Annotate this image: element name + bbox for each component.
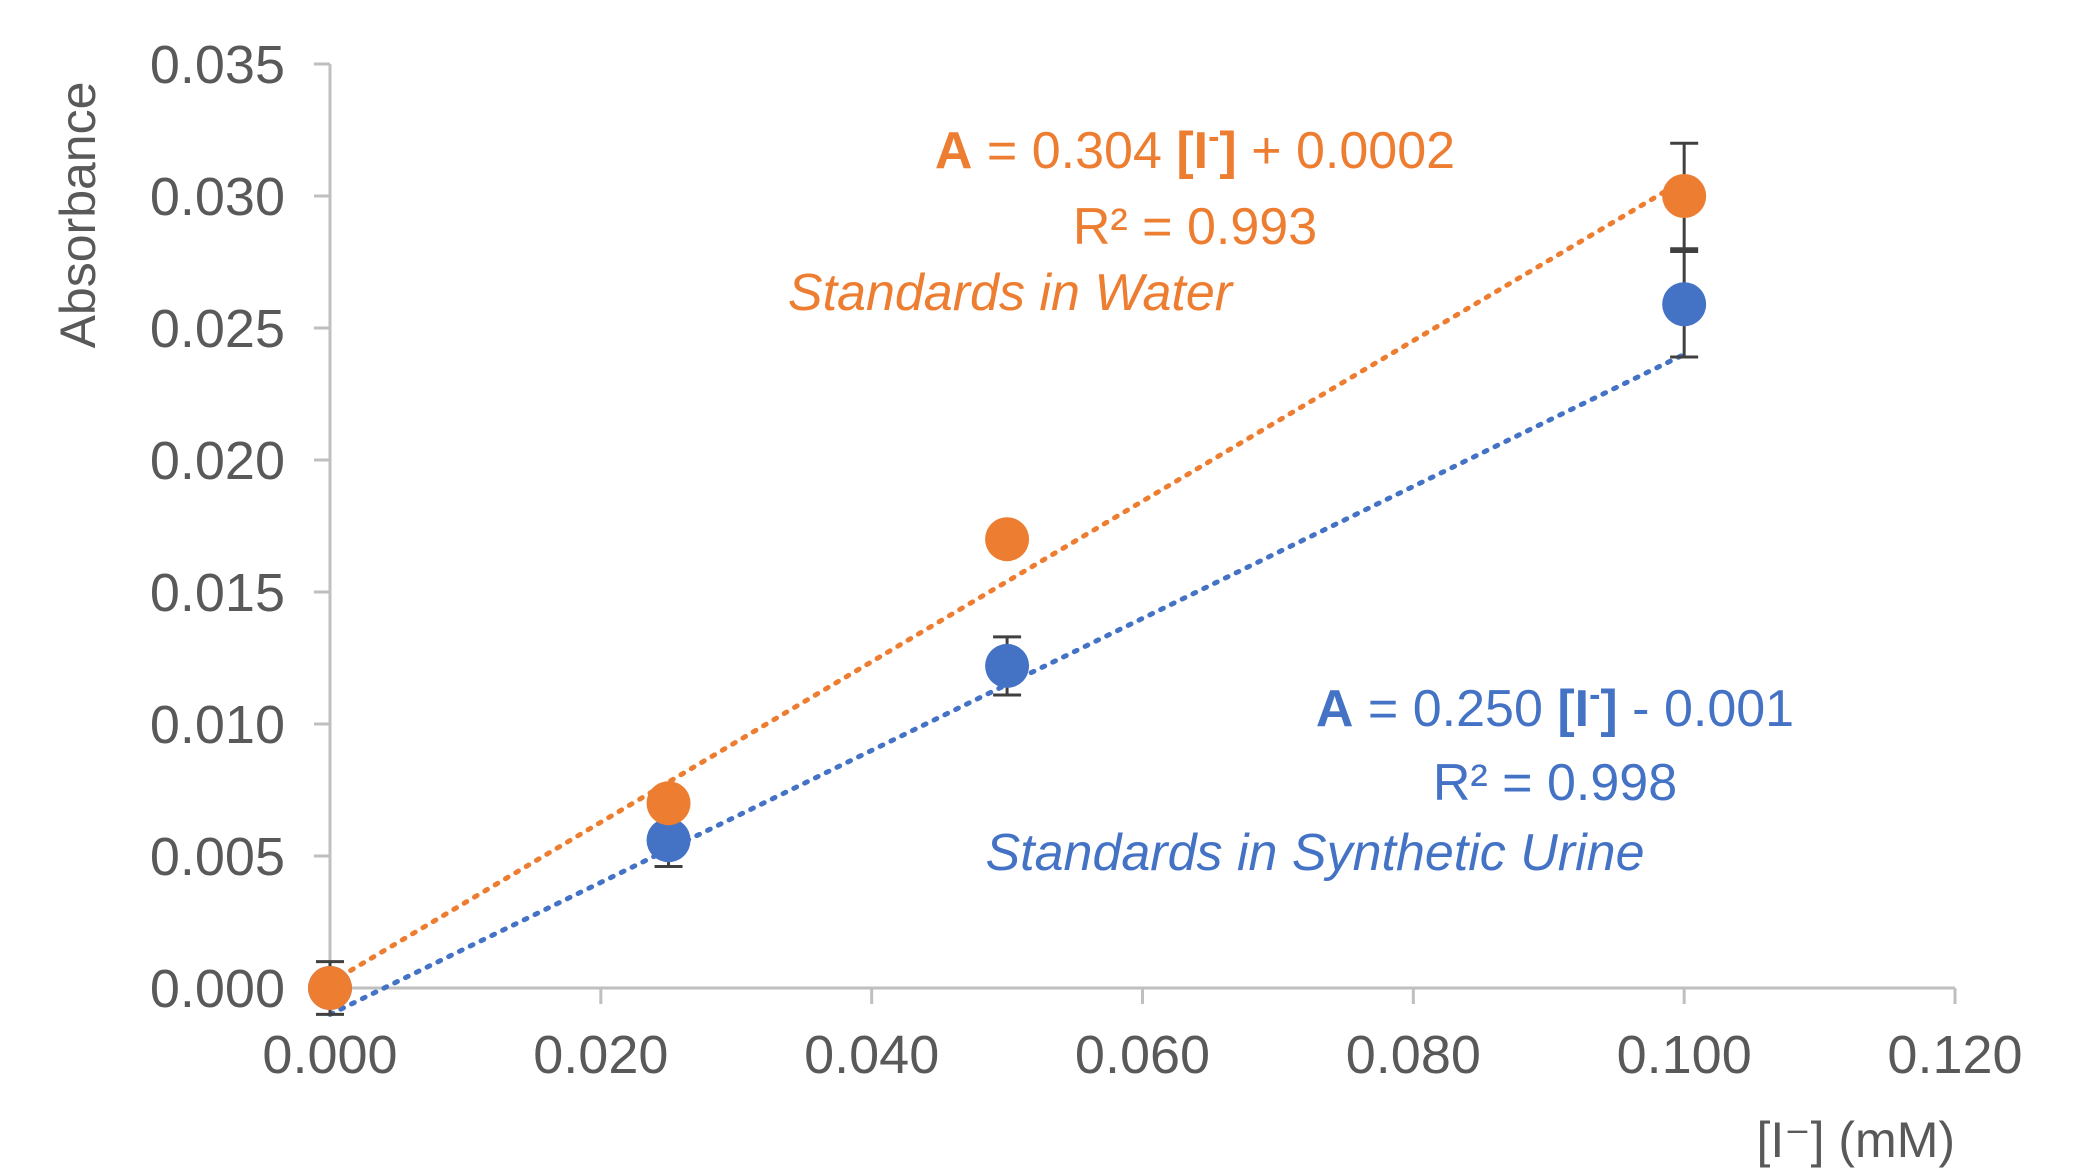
axes: 0.000 0.005 0.010 0.015 0.020 0.025 0.030 0.035… (150, 35, 2023, 1085)
y-tick-label: 0.035 (150, 35, 285, 95)
water-data-point (308, 966, 352, 1010)
y-tick-label: 0.015 (150, 563, 285, 623)
y-tick-label: 0.000 (150, 959, 285, 1019)
x-tick-label: 0.120 (1887, 1025, 2022, 1085)
y-tick-label: 0.025 (150, 299, 285, 359)
urine-data-point (646, 818, 691, 863)
water-trendline (327, 177, 1687, 986)
water-caption: Standards in Water (788, 264, 1235, 322)
urine-data-point (985, 643, 1030, 688)
x-tick-label: 0.080 (1346, 1025, 1481, 1085)
urine-annotation: A = 0.250 [I-] - 0.001 R² = 0.998 Standa… (985, 676, 1794, 882)
water-data-point (646, 781, 691, 826)
urine-data-point (1662, 282, 1707, 327)
x-tick-label: 0.100 (1617, 1025, 1752, 1085)
y-tick-label: 0.020 (150, 431, 285, 491)
x-tick-label: 0.020 (533, 1025, 668, 1085)
x-tick-label: 0.000 (262, 1025, 397, 1085)
x-tick-label: 0.040 (804, 1025, 939, 1085)
water-data-point (985, 517, 1030, 562)
urine-trendline (327, 351, 1687, 1017)
y-tick-label: 0.005 (150, 827, 285, 887)
water-r2: R² = 0.993 (1073, 198, 1317, 256)
urine-equation: A = 0.250 [I-] - 0.001 (1316, 676, 1794, 738)
water-data-point (1662, 174, 1707, 218)
y-tick-label: 0.010 (150, 695, 285, 755)
y-axis-title: Absorbance (50, 82, 106, 349)
water-annotation: A = 0.304 [I-] + 0.0002 R² = 0.993 Stand… (788, 118, 1455, 322)
x-tick-label: 0.060 (1075, 1025, 1210, 1085)
trendlines (327, 177, 1687, 1017)
data-points (308, 174, 1707, 1010)
urine-caption: Standards in Synthetic Urine (985, 824, 1644, 882)
urine-r2: R² = 0.998 (1433, 754, 1677, 812)
water-equation: A = 0.304 [I-] + 0.0002 (935, 118, 1455, 180)
x-axis-title: [I⁻] (mM) (1756, 1112, 1955, 1168)
y-tick-label: 0.030 (150, 167, 285, 227)
